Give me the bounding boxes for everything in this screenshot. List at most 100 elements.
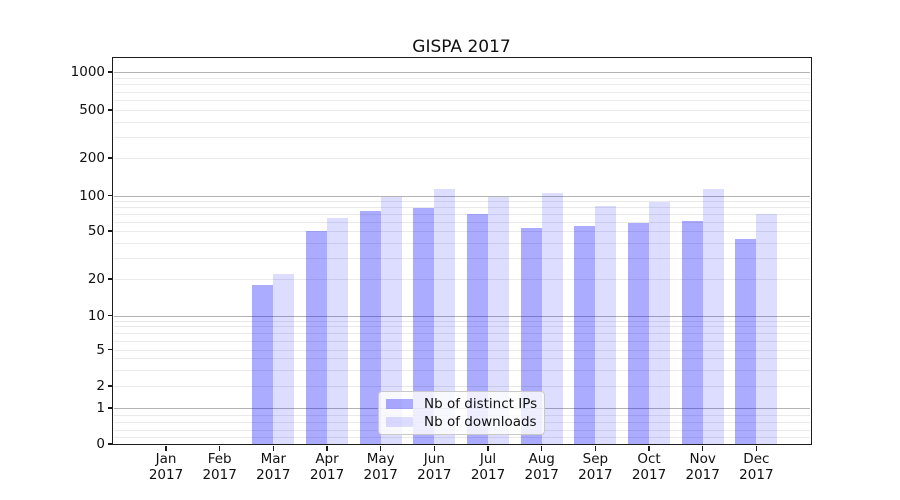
gridline-major [114,72,810,73]
x-tick-year: 2017 [363,466,398,483]
gridline-minor [114,77,810,79]
x-tick-year: 2017 [202,466,237,483]
y-tick-label: 0 [96,436,105,452]
bar-downloads-Aug [541,193,563,444]
gridline-minor [114,257,810,259]
x-tick [326,445,328,451]
bar-distinct-ips-Sep [574,226,596,444]
bar-distinct-ips-Nov [681,220,703,444]
x-tick [540,445,543,451]
y-tick-label: 50 [87,223,105,239]
y-tick [107,109,113,111]
legend-swatch-downloads [386,416,413,427]
x-tick [379,445,382,451]
gridline-minor [114,436,810,438]
legend: Nb of distinct IPs Nb of downloads [378,391,545,435]
x-tick-year: 2017 [470,466,506,483]
x-tick [755,445,758,451]
x-tick-label: May 2017 [349,451,413,483]
bar-distinct-ips-Jun [413,207,435,444]
y-tick-label: 2 [96,378,105,394]
x-tick [487,445,489,451]
x-tick-label: Sep 2017 [563,451,627,483]
gridline-minor [114,158,810,159]
gridline-minor [114,84,810,86]
gridline-minor [114,110,810,111]
gridline-minor [114,320,810,322]
bar-distinct-ips-Apr [306,231,327,444]
bar-downloads-Jul [488,196,510,444]
gridline-minor [114,100,810,101]
x-tick-month: Jul [479,451,497,467]
x-tick-month: Sep [582,451,609,467]
y-tick-label: 200 [79,150,105,166]
y-tick [107,71,113,73]
y-tick [107,314,113,317]
gridline-minor [114,242,810,244]
y-tick [107,385,113,387]
x-tick-month: Dec [743,451,770,467]
bar-distinct-ips-Dec [735,238,757,444]
x-tick-month: Aug [528,451,555,467]
bar-downloads-Oct [649,202,671,444]
gridline-minor [114,386,810,387]
x-tick-month: Oct [637,451,661,467]
gridline-major [114,315,810,317]
gridline-minor [114,332,810,334]
x-tick-year: 2017 [578,466,613,483]
bar-downloads-Sep [595,206,617,444]
gridline-minor [114,91,810,93]
x-tick-year: 2017 [148,466,184,483]
x-tick [272,445,275,451]
y-tick-label: 100 [79,187,105,204]
bar-distinct-ips-Jul [467,213,489,444]
legend-label: Nb of distinct IPs [424,396,538,413]
x-tick-label: Jul 2017 [456,451,520,483]
x-tick-year: 2017 [524,466,559,483]
x-tick-year: 2017 [309,466,345,483]
y-tick-label: 10 [87,307,105,324]
y-tick [107,278,113,280]
gridline-minor [114,279,810,280]
y-tick-label: 1 [96,400,105,416]
gridline-minor [114,221,810,223]
bar-distinct-ips-Oct [628,222,650,444]
x-tick [702,445,704,451]
gridline-minor [114,121,810,123]
x-tick [648,445,650,451]
bar-downloads-Dec [756,213,778,444]
y-tick [107,443,113,445]
x-tick-month: Jan [155,451,177,467]
bar-downloads-Mar [273,274,295,444]
gridline-minor [114,326,810,328]
x-tick-label: Oct 2017 [617,451,681,483]
x-tick-month: Nov [689,451,716,467]
y-tick [107,348,113,351]
gridline-minor [114,231,810,232]
x-tick-year: 2017 [685,466,720,483]
x-tick [165,445,167,451]
gridline-minor [114,369,810,371]
x-tick-month: Mar [260,451,287,467]
gridline-minor [114,358,810,360]
x-tick-label: Feb 2017 [188,451,252,483]
legend-item: Nb of distinct IPs [386,396,538,412]
x-tick-month: Jun [423,451,445,467]
x-tick [218,445,221,451]
x-tick-label: Apr 2017 [295,451,359,483]
x-tick-label: Jun 2017 [402,451,466,483]
y-tick-label: 20 [87,271,105,287]
x-tick-month: Feb [207,451,232,467]
x-tick-year: 2017 [631,466,667,483]
bar-distinct-ips-Mar [252,284,274,444]
x-tick [594,445,597,451]
gridline-minor [114,200,810,202]
gridline-minor [114,340,810,342]
y-tick [107,157,113,159]
x-tick-label: Nov 2017 [671,451,735,483]
x-tick-label: Aug 2017 [510,451,574,483]
x-tick-year: 2017 [739,466,774,483]
y-tick-label: 5 [96,341,105,358]
chart-title: GISPA 2017 [412,37,511,57]
